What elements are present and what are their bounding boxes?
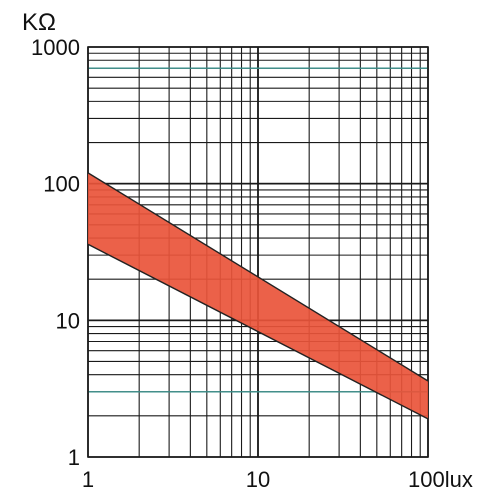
plot-border (87, 46, 429, 458)
y-tick-label: 10 (56, 308, 80, 333)
x-tick-label: 1 (82, 467, 94, 492)
grid-lines (87, 46, 429, 458)
band-upper-edge (87, 172, 429, 382)
resistance-band (87, 172, 429, 420)
band-lower-edge (87, 243, 429, 420)
y-axis-unit-label: KΩ (22, 9, 56, 36)
y-tick-label: 100 (43, 172, 80, 197)
resistance-band-area (88, 172, 428, 419)
x-tick-label: 10 (246, 467, 270, 492)
y-tick-label: 1000 (31, 35, 80, 60)
y-tick-label: 1 (68, 445, 80, 470)
x-tick-label: 100lux (408, 467, 473, 492)
tick-labels: 1 10 100lux 1 10 100 1000 (31, 35, 473, 492)
